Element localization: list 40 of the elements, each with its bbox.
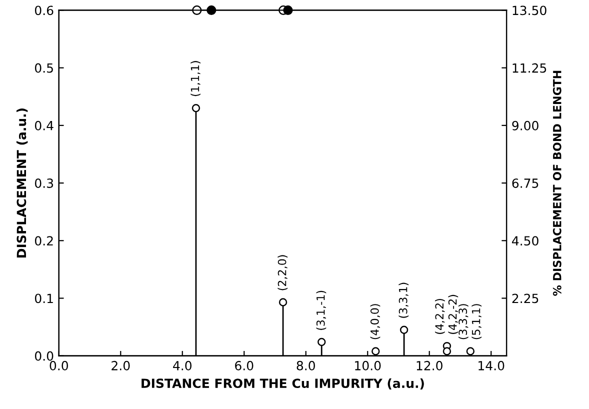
point <box>278 298 288 306</box>
point <box>192 104 200 112</box>
annotation: (1,1,1) <box>190 61 200 96</box>
x-tick-label: 14.0 <box>478 360 504 370</box>
point <box>400 326 408 334</box>
annotation: (2,2,0) <box>278 255 288 290</box>
annotation: (4,2,2) <box>434 298 445 334</box>
point <box>466 347 475 356</box>
y2-tick-label: 4.50 <box>512 236 538 246</box>
y2-tick-label: 11.25 <box>512 63 546 73</box>
y-tick-label: 0.4 <box>34 120 54 130</box>
y2-tick-label: 9.00 <box>512 120 538 130</box>
y-tick-label: 0.2 <box>34 236 53 246</box>
point <box>372 347 380 356</box>
y-axis-title: DISPLACEMENT (a.u.) <box>16 108 28 258</box>
y-tick-label: 0.3 <box>34 178 54 188</box>
annotation: (4,0,0) <box>370 304 380 340</box>
y-tick-label: 0.1 <box>34 294 53 304</box>
y2-tick-label: 13.50 <box>512 6 546 16</box>
x-tick-label: 2.0 <box>112 360 130 370</box>
x-tick-label: 8.0 <box>296 360 315 370</box>
x-axis-title: DISTANCE FROM THE Cu IMPURITY (a.u.) <box>142 378 424 390</box>
x-tick-label: 6.0 <box>235 360 254 370</box>
annotation: (3,3,3) <box>458 304 468 340</box>
x-tick-label: 12.0 <box>416 360 442 370</box>
x-tick-label: 10.0 <box>355 360 381 370</box>
annotation: (3,1,-1) <box>316 290 326 330</box>
y2-tick-label: 2.25 <box>512 294 538 304</box>
point <box>442 347 452 356</box>
x-tick-label: 4.0 <box>173 360 192 370</box>
y-tick-label: 0.6 <box>34 6 54 16</box>
annotation: (3,3,1) <box>398 282 409 318</box>
x-tick-label: 0.0 <box>50 360 68 370</box>
annotation: (5,1,1) <box>472 304 482 340</box>
point <box>318 338 326 346</box>
y2-tick-label: 6.75 <box>512 178 538 188</box>
annotation: (4,2,-2) <box>448 294 458 334</box>
y-tick-label: 0.5 <box>34 63 53 73</box>
y-tick-label: 0.0 <box>34 351 54 361</box>
y2-axis-title: % DISPLACEMENT OF BOND LENGTH <box>552 70 562 296</box>
